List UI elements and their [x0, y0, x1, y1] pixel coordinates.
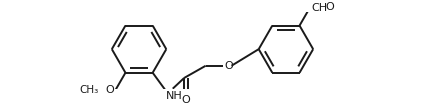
Text: O: O	[181, 95, 190, 105]
Text: O: O	[224, 61, 233, 71]
Text: O: O	[105, 85, 114, 95]
Text: NH: NH	[166, 91, 182, 101]
Text: O: O	[326, 2, 334, 12]
Text: CH₃: CH₃	[79, 85, 98, 95]
Text: CH: CH	[311, 3, 327, 13]
